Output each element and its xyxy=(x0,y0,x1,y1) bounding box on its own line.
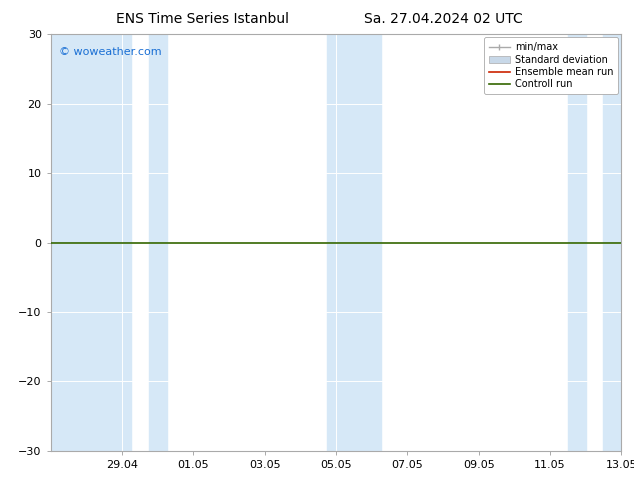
Text: © woweather.com: © woweather.com xyxy=(59,47,162,57)
Bar xyxy=(568,34,586,451)
Legend: min/max, Standard deviation, Ensemble mean run, Controll run: min/max, Standard deviation, Ensemble me… xyxy=(484,37,618,94)
Text: ENS Time Series Istanbul: ENS Time Series Istanbul xyxy=(117,12,289,26)
Bar xyxy=(604,34,621,451)
Text: Sa. 27.04.2024 02 UTC: Sa. 27.04.2024 02 UTC xyxy=(365,12,523,26)
Bar xyxy=(327,34,380,451)
Bar xyxy=(149,34,167,451)
Bar xyxy=(51,34,131,451)
